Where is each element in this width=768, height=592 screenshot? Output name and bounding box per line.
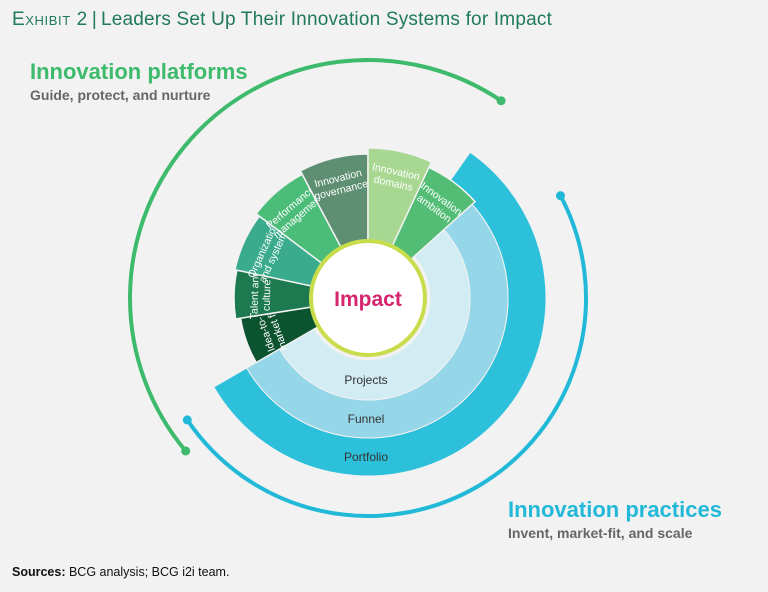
practices-arc <box>185 193 588 518</box>
ring-projects <box>278 213 471 401</box>
outer-arcs <box>128 58 588 518</box>
practice-rings: Portfolio Funnel Projects <box>213 151 547 477</box>
sources-note: Sources: BCG analysis; BCG i2i team. <box>12 565 229 579</box>
sources-text: BCG analysis; BCG i2i team. <box>65 565 230 579</box>
sources-label: Sources: <box>12 565 66 579</box>
practices-subtitle: Invent, market-fit, and scale <box>508 525 693 541</box>
ring-label-funnel: Funnel <box>348 412 385 426</box>
exhibit-number: Exhibit 2 <box>12 9 88 30</box>
practices-arc-end-dot <box>182 415 192 425</box>
platforms-arc-end-dot <box>181 446 191 456</box>
platforms-title: Innovation platforms <box>30 59 248 84</box>
platforms-arc-end-dot <box>496 96 506 106</box>
header-separator: | <box>91 9 97 30</box>
impact-label: Impact <box>334 288 402 311</box>
ring-label-projects: Projects <box>344 373 387 387</box>
impact-circle <box>309 239 427 357</box>
practices-title: Innovation practices <box>508 497 722 522</box>
impact-center: Impact <box>309 239 427 357</box>
practices-arc-end-dot <box>555 191 565 201</box>
segment-talent-and-culture-label-line: Talent and <box>248 271 261 320</box>
segment-talent-and-culture-label-line: culture <box>261 279 274 311</box>
exhibit-title: Leaders Set Up Their Innovation Systems … <box>100 9 553 30</box>
exhibit-header: Exhibit 2 | Leaders Set Up Their Innovatio… <box>12 9 552 31</box>
platforms-subtitle: Guide, protect, and nurture <box>30 87 211 103</box>
platforms-arc <box>128 58 504 453</box>
ring-label-portfolio: Portfolio <box>344 450 388 464</box>
